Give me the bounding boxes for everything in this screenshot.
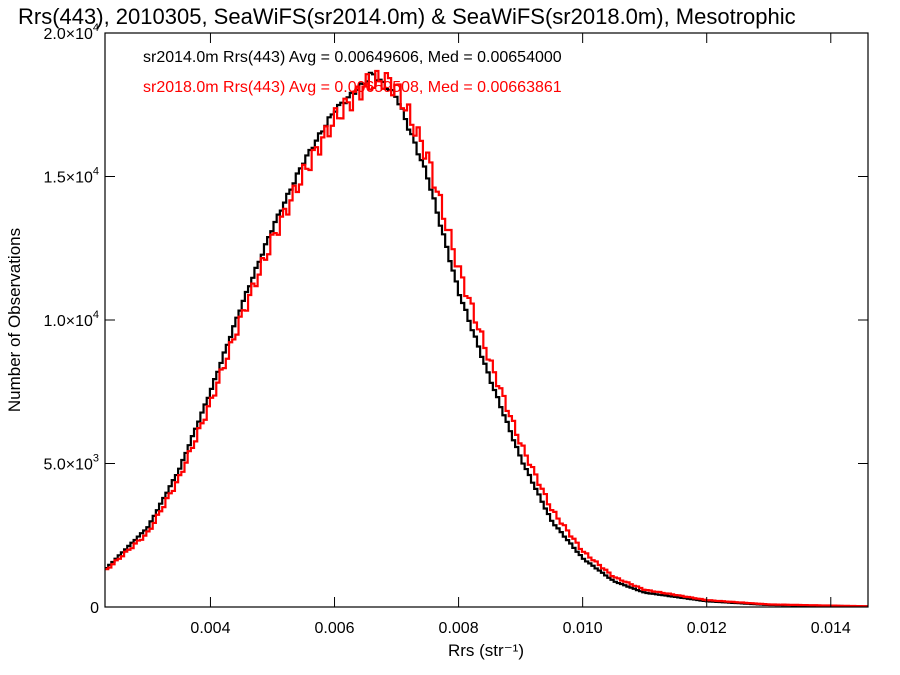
y-tick-label: 0 bbox=[90, 600, 99, 617]
legend-entry-sr2014.0m: sr2014.0m Rrs(443) Avg = 0.00649606, Med… bbox=[143, 49, 562, 66]
legend-entry-sr2018.0m: sr2018.0m Rrs(443) Avg = 0.00659508, Med… bbox=[143, 79, 562, 96]
x-tick-label: 0.008 bbox=[439, 620, 479, 637]
y-tick-label: 5.0×103 bbox=[43, 453, 99, 474]
histogram-series-sr2014.0m bbox=[105, 71, 868, 608]
y-axis-label: Number of Observations bbox=[5, 228, 24, 412]
x-tick-label: 0.012 bbox=[687, 620, 727, 637]
x-tick-label: 0.014 bbox=[811, 620, 851, 637]
x-axis-label: Rrs (str⁻¹) bbox=[448, 641, 524, 660]
y-tick-label: 1.0×104 bbox=[43, 309, 99, 330]
histogram-series-sr2018.0m bbox=[105, 69, 868, 608]
chart-title: Rrs(443), 2010305, SeaWiFS(sr2014.0m) & … bbox=[18, 4, 796, 29]
x-tick-label: 0.006 bbox=[314, 620, 354, 637]
y-tick-label: 1.5×104 bbox=[43, 166, 99, 187]
x-tick-label: 0.010 bbox=[563, 620, 603, 637]
y-tick-label: 2.0×104 bbox=[43, 22, 99, 43]
plot-area: 0.004 0.006 0.008 0.010 0.012 0.014 0 5.0×103 1.… bbox=[43, 22, 869, 637]
x-tick-label: 0.004 bbox=[190, 620, 230, 637]
plot-frame bbox=[104, 32, 869, 608]
legend: sr2014.0m Rrs(443) Avg = 0.00649606, Med… bbox=[143, 49, 562, 96]
